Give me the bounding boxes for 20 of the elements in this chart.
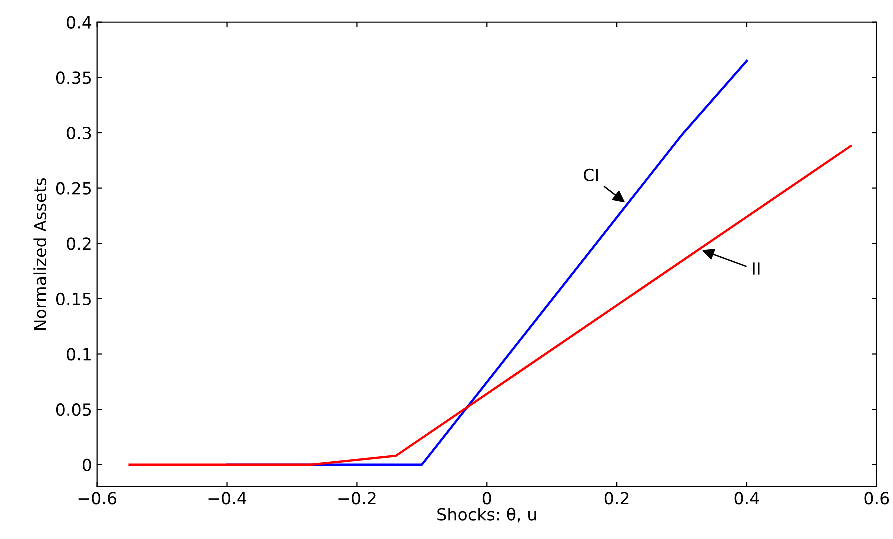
y-axis-title: Normalized Assets — [34, 178, 47, 330]
x-tick-label: −0.6 — [78, 492, 117, 505]
y-tick-label: 0.15 — [56, 292, 92, 306]
y-tick-label: 0.25 — [56, 182, 92, 195]
y-tick-label: 0.1 — [67, 348, 91, 361]
y-tick-label: 0.3 — [67, 126, 92, 140]
x-tick-label: −0.4 — [208, 492, 247, 505]
text: II — [753, 262, 760, 275]
x-tick-label: −0.2 — [338, 492, 376, 505]
y-tick-label: 0.35 — [56, 72, 92, 84]
x-tick-label: 0 — [482, 492, 492, 505]
x-tick-label: 0.2 — [604, 492, 629, 505]
x-tick-label: 0.4 — [734, 492, 760, 505]
y-tick-label: 0.05 — [56, 404, 92, 416]
x-tick-label: 0.6 — [864, 492, 890, 505]
y-tick-label: 0.2 — [67, 238, 91, 250]
text: CI — [584, 168, 598, 182]
x-axis-title: Shocks: θ, u — [438, 508, 536, 523]
y-tick-label: 0.4 — [67, 16, 92, 29]
y-tick-label: 0 — [82, 458, 92, 472]
